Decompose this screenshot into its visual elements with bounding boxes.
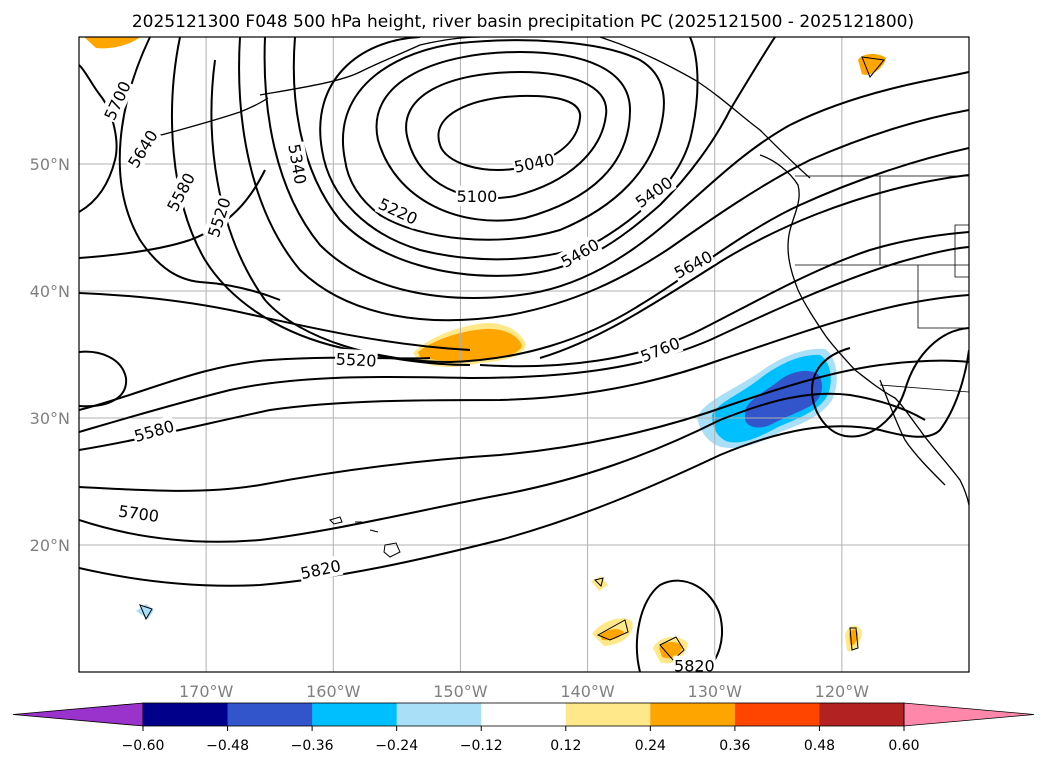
contour-5700b bbox=[79, 292, 471, 351]
contour-5640c bbox=[79, 294, 969, 451]
contour-label: 5820 bbox=[673, 655, 716, 676]
contour-5640 bbox=[118, 37, 281, 301]
contour-5700c bbox=[79, 359, 969, 492]
colorbar-frame bbox=[142, 702, 905, 727]
contour-label: 5520 bbox=[334, 348, 378, 371]
colorbar-swatch bbox=[396, 703, 482, 726]
colorbar: −0.60 −0.48 −0.36 −0.24 −0.12 0.12 0.24 0.36 0.4… bbox=[12, 702, 1035, 754]
colorbar-swatch bbox=[650, 703, 736, 726]
contour-label: 5700 bbox=[116, 500, 162, 527]
contour-5700 bbox=[79, 64, 118, 213]
border-lines bbox=[795, 175, 969, 393]
map-frame bbox=[78, 36, 970, 673]
shade-positive-c-core bbox=[659, 642, 683, 659]
svg-text:5820: 5820 bbox=[674, 657, 715, 676]
colorbar-tick-label: 0.24 bbox=[635, 738, 666, 754]
contour-5820 bbox=[79, 349, 969, 587]
contour-5400 bbox=[263, 37, 969, 299]
colorbar-swatch bbox=[481, 703, 567, 726]
svg-text:5520: 5520 bbox=[335, 350, 377, 371]
longitude-tick-labels: 170°W 160°W 150°W 140°W 130°W 120°W bbox=[179, 682, 869, 701]
colorbar-swatch bbox=[565, 703, 651, 726]
contour-5220 bbox=[342, 39, 665, 241]
longitude-tick-label: 150°W bbox=[433, 682, 488, 701]
colorbar-tick-label: −0.12 bbox=[460, 738, 503, 754]
colorbar-swatch bbox=[227, 703, 313, 726]
colorbar-swatch bbox=[819, 703, 905, 726]
longitude-tick-label: 120°W bbox=[815, 682, 870, 701]
figure-title: 2025121300 F048 500 hPa height, river ba… bbox=[132, 12, 914, 32]
latitude-tick-label: 20°N bbox=[30, 536, 70, 555]
colorbar-tick-label: −0.48 bbox=[206, 738, 249, 754]
shade-positive-mid bbox=[418, 328, 522, 362]
coast-aleutians bbox=[149, 97, 269, 139]
colorbar-swatch bbox=[143, 703, 229, 726]
contour-5820-sub bbox=[636, 579, 724, 672]
longitude-tick-label: 170°W bbox=[179, 682, 234, 701]
longitude-tick-label: 130°W bbox=[688, 682, 743, 701]
latitude-tick-labels: 20°N 30°N 40°N 50°N bbox=[30, 155, 70, 555]
shade-positive-nw bbox=[84, 37, 140, 49]
colorbar-tick-label: 0.12 bbox=[550, 738, 581, 754]
colorbar-tick-label: −0.60 bbox=[122, 738, 165, 754]
contour-5040 bbox=[437, 94, 582, 171]
contour-label: 5100 bbox=[455, 185, 499, 206]
colorbar-extend-max bbox=[903, 702, 1035, 727]
colorbar-extend-min bbox=[12, 702, 144, 727]
contour-5160 bbox=[375, 50, 632, 222]
latitude-tick-label: 30°N bbox=[30, 409, 70, 428]
coast-baja bbox=[879, 379, 946, 486]
height-contours bbox=[79, 37, 969, 672]
contour-5520 bbox=[210, 59, 969, 364]
longitude-tick-label: 140°W bbox=[560, 682, 615, 701]
longitude-tick-label: 160°W bbox=[306, 682, 361, 701]
contour-5640b bbox=[79, 169, 266, 259]
colorbar-swatch bbox=[734, 703, 820, 726]
colorbar-tick-label: −0.36 bbox=[291, 738, 334, 754]
precip-shading bbox=[84, 37, 886, 664]
coast-hawaii bbox=[329, 516, 401, 558]
contour-5580b bbox=[79, 246, 969, 433]
colorbar-tick-label: 0.60 bbox=[888, 738, 919, 754]
latitude-tick-label: 50°N bbox=[30, 155, 70, 174]
contour-cyclone bbox=[79, 231, 969, 411]
contour-loop-ca bbox=[810, 327, 969, 438]
coast-islands bbox=[139, 56, 885, 661]
contour-5340 bbox=[292, 37, 776, 277]
svg-text:5100: 5100 bbox=[457, 187, 498, 206]
contour-5460 bbox=[238, 37, 969, 322]
colorbar-tick-label: 0.48 bbox=[804, 738, 835, 754]
coast-alaska bbox=[259, 37, 811, 179]
colorbar-swatch bbox=[312, 703, 398, 726]
shade-positive-b-core bbox=[600, 629, 624, 641]
latitude-tick-label: 40°N bbox=[30, 282, 70, 301]
colorbar-tick-label: −0.24 bbox=[375, 738, 418, 754]
colorbar-tick-label: 0.36 bbox=[719, 738, 750, 754]
contour-5760 bbox=[79, 392, 926, 543]
